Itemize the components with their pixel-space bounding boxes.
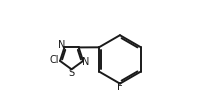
Text: F: F [117,82,123,92]
Text: S: S [68,68,74,78]
Text: N: N [82,57,89,67]
Text: Cl: Cl [50,55,59,65]
Text: N: N [58,40,66,50]
